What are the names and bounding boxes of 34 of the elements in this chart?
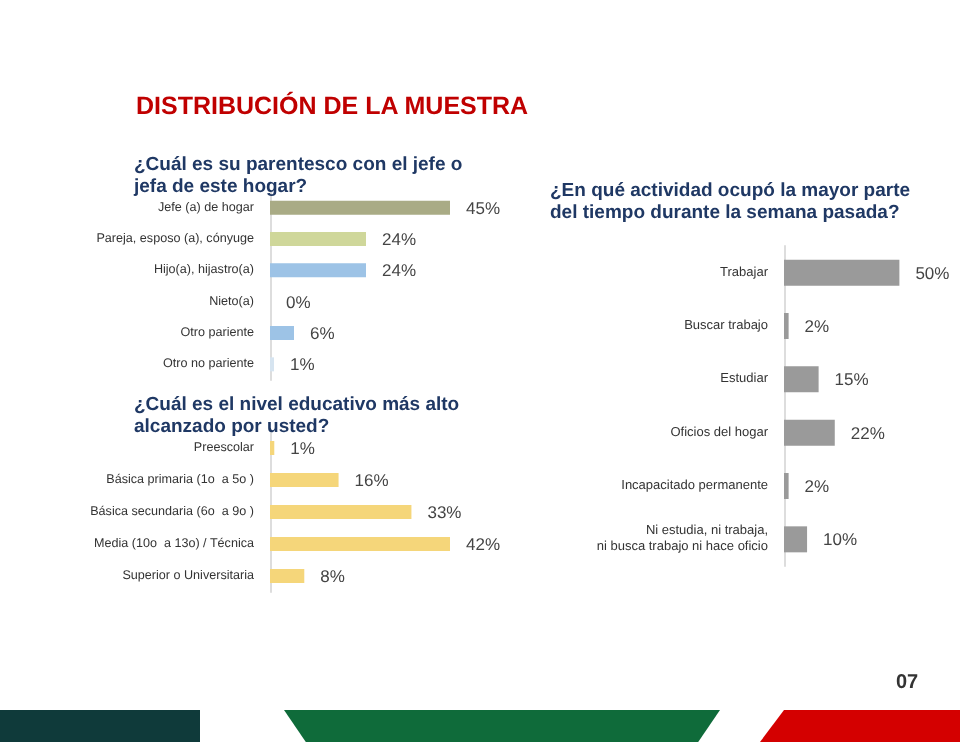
- bar: [784, 259, 900, 286]
- data-label: 2%: [804, 476, 831, 496]
- text: 07: [896, 672, 919, 694]
- text: DISTRIBUCIÓN DE LA MUESTRA: [136, 92, 529, 120]
- bar: [784, 526, 808, 553]
- data-label: 6%: [310, 323, 336, 343]
- bar: [270, 326, 294, 340]
- bar: [270, 537, 450, 551]
- bar: [270, 505, 412, 519]
- data-label: 1%: [290, 354, 316, 375]
- data-label: 24%: [382, 260, 417, 281]
- data-label: 15%: [834, 369, 870, 390]
- data-label: 16%: [354, 470, 390, 490]
- chart-title: ¿Cuál es su parentesco con el jefe o jefa de este hogar?: [132, 154, 463, 198]
- data-label: 1%: [290, 438, 316, 458]
- data-label: 2%: [804, 316, 831, 336]
- data-label: 8%: [320, 566, 346, 586]
- data-label: 45%: [466, 197, 501, 218]
- bar: [270, 200, 450, 215]
- data-label: 22%: [850, 422, 886, 443]
- bar: [270, 569, 305, 583]
- bar: [270, 232, 366, 246]
- bar: [784, 419, 835, 446]
- chart-title: ¿Cuál es el nivel educativo más alto alcanzado por usted?: [134, 394, 460, 438]
- data-label: 0%: [286, 291, 312, 312]
- chart-title: ¿En qué actividad ocupó la mayor parte del tiempo durante la semana pasada?: [550, 180, 911, 224]
- data-label: 33%: [427, 502, 463, 522]
- bar: [270, 263, 366, 278]
- bar: [270, 473, 339, 487]
- data-label: 50%: [915, 262, 951, 283]
- data-label: 42%: [466, 534, 501, 554]
- data-label: 10%: [823, 529, 858, 550]
- bar: [784, 366, 819, 393]
- data-label: 24%: [382, 229, 417, 249]
